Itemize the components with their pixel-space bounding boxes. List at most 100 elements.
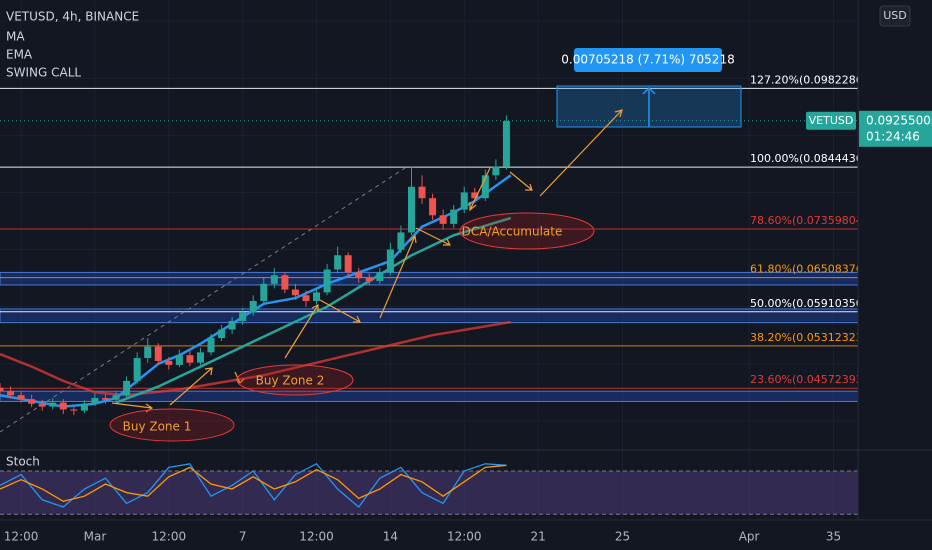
candle-body: [0, 387, 4, 392]
fib-label: 100.00%(0.08444360): [750, 152, 874, 165]
currency[interactable]: USD: [883, 9, 907, 22]
candle-body: [28, 399, 36, 404]
x-tick-label: 12:00: [447, 530, 482, 544]
annotation: Buy Zone 2: [256, 374, 325, 388]
price-tag-bg: [859, 110, 932, 147]
candle-body: [439, 215, 447, 224]
zone-ellipse: [109, 408, 235, 442]
candle-body: [175, 355, 183, 365]
candle-body: [144, 346, 152, 359]
candle-body: [112, 395, 120, 400]
candle-body: [154, 346, 162, 361]
candle-body: [228, 320, 236, 330]
candle-body: [91, 398, 99, 404]
candle-body: [481, 175, 489, 199]
zone: [0, 308, 859, 324]
candle-body: [344, 255, 352, 273]
candle-body: [460, 192, 468, 210]
candle-body: [186, 355, 194, 363]
x-tick-label: 12:00: [152, 530, 187, 544]
symbol: VETUSD, 4h, BINANCE: [6, 10, 139, 24]
symbol-tag: VETUSD: [809, 114, 854, 127]
candle-body: [334, 255, 342, 270]
candle-body: [196, 352, 204, 363]
candle-body: [313, 292, 321, 301]
candle-body: [260, 283, 268, 301]
candle-body: [80, 403, 88, 411]
candle-body: [133, 358, 141, 381]
fib-label: 50.00%(0.05910350): [750, 297, 867, 310]
measure-arrow-head: [642, 86, 656, 95]
zone: [0, 271, 859, 286]
fib-label: 61.80%(0.06508376): [750, 263, 867, 276]
measure-label-bg: [574, 48, 722, 72]
zone-ellipse: [459, 212, 595, 250]
candle-body: [365, 278, 373, 281]
annotation: Buy Zone 1: [123, 420, 192, 434]
stoch-line: [0, 464, 507, 502]
candle-body: [450, 209, 458, 224]
arrows: [111, 109, 623, 413]
candle-body: [239, 312, 247, 321]
candle-body: [207, 338, 215, 353]
annotation: DCA/Accumulate: [462, 225, 563, 239]
candle-body: [407, 186, 415, 233]
price-tags: VETUSD 0.09255003 01:24:46: [806, 110, 932, 147]
measure-label: 0.00705218 (7.71%) 705218: [561, 53, 734, 67]
candle-body: [7, 391, 15, 396]
x-tick-label: 25: [615, 530, 630, 544]
x-tick-label: 12:00: [4, 530, 39, 544]
fib-label: 23.60%(0.04572392): [750, 373, 867, 386]
candle-body: [165, 360, 173, 365]
candle-body: [291, 289, 299, 296]
candle-body: [492, 166, 500, 176]
price-axis-bg: [858, 0, 932, 550]
candle-body: [502, 121, 510, 167]
candle-body: [123, 380, 131, 396]
candle-body: [429, 198, 437, 216]
candle-body: [281, 275, 289, 290]
candle-body: [323, 269, 331, 293]
stoch-band: [0, 471, 858, 515]
candle-body: [249, 300, 257, 313]
candle-body: [471, 192, 479, 199]
indicator: SWING CALL: [6, 66, 81, 80]
candle-body: [17, 395, 25, 400]
pane-title: Stoch: [6, 455, 40, 469]
x-tick-label: 12:00: [299, 530, 334, 544]
candle-body: [376, 272, 384, 281]
x-tick-label: 21: [530, 530, 545, 544]
candle-body: [218, 329, 226, 339]
x-tick-label: Mar: [84, 530, 107, 544]
trend-line: [0, 167, 406, 433]
indicator: MA: [6, 30, 25, 44]
x-tick-label: 35: [826, 530, 841, 544]
indicator: EMA: [6, 48, 33, 62]
candle-body: [397, 232, 405, 250]
candle-body: [418, 186, 426, 199]
fib-label: 127.20%(0.09822862): [750, 73, 874, 86]
fib-label: 38.20%(0.05312323): [750, 331, 867, 344]
currency-button[interactable]: [879, 5, 911, 27]
indicator-line: [0, 320, 511, 397]
candle-body: [355, 272, 363, 279]
x-tick-label: 14: [383, 530, 398, 544]
candle-body: [302, 295, 310, 301]
stoch-line: [0, 462, 507, 508]
indicator-line: [115, 216, 512, 404]
candle-body: [70, 409, 78, 411]
zone-ellipse: [236, 364, 354, 396]
countdown: 01:24:46: [866, 129, 920, 143]
candle-body: [386, 249, 394, 273]
x-tick-label: 7: [239, 530, 247, 544]
candle-body: [270, 275, 278, 284]
candle-body: [38, 403, 46, 407]
x-tick-label: Apr: [739, 530, 760, 544]
symbol-tag-bg: [806, 111, 856, 130]
candle-body: [59, 402, 67, 410]
candle-body: [49, 402, 57, 407]
price-tag: 0.09255003: [866, 113, 932, 127]
fib-label: 78.60%(0.07359804): [750, 214, 867, 227]
